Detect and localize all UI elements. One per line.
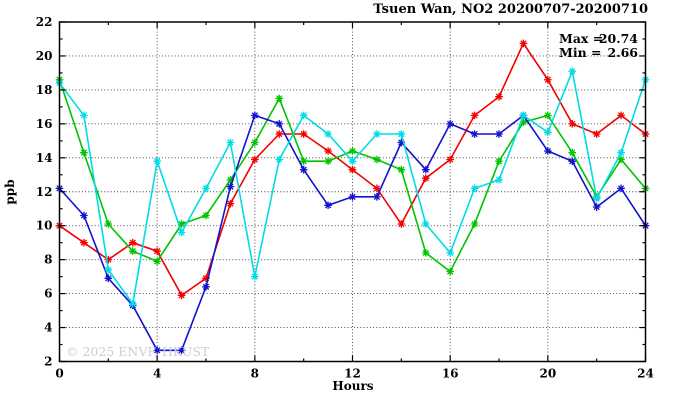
max-stat-label: Max = bbox=[559, 31, 603, 46]
x-tick-label: 24 bbox=[637, 367, 654, 381]
x-tick-label: 20 bbox=[539, 367, 556, 381]
x-tick-label: 0 bbox=[55, 367, 63, 381]
y-tick-label: 8 bbox=[44, 253, 52, 267]
y-tick-label: 6 bbox=[44, 287, 52, 301]
y-tick-label: 10 bbox=[36, 219, 53, 233]
y-tick-label: 12 bbox=[36, 185, 53, 199]
chart-title: Tsuen Wan, NO2 20200707-20200710 bbox=[373, 2, 648, 17]
x-tick-label: 16 bbox=[442, 367, 459, 381]
y-tick-label: 16 bbox=[36, 117, 53, 131]
y-tick-label: 2 bbox=[44, 355, 52, 369]
series-red-markers bbox=[55, 39, 650, 300]
max-stat-value: 20.74 bbox=[599, 31, 638, 46]
y-tick-label: 22 bbox=[36, 15, 53, 29]
y-tick-label: 14 bbox=[36, 151, 53, 165]
y-tick-label: 20 bbox=[36, 49, 53, 63]
data-series bbox=[55, 39, 650, 355]
y-tick-label: 18 bbox=[36, 83, 53, 97]
watermark: © 2025 ENVF, HKUST bbox=[66, 344, 210, 359]
axis-ticks bbox=[58, 21, 647, 363]
y-axis-label: ppb bbox=[3, 179, 17, 204]
series-red bbox=[55, 39, 650, 300]
y-tick-label: 4 bbox=[44, 321, 52, 335]
x-tick-label: 4 bbox=[153, 367, 161, 381]
x-axis-label: Hours bbox=[332, 379, 373, 393]
x-tick-label: 8 bbox=[251, 367, 259, 381]
min-stat-label: Min = bbox=[559, 45, 602, 60]
min-stat-value: 2.66 bbox=[608, 45, 639, 60]
grid-lines bbox=[59, 22, 646, 362]
x-tick-label: 12 bbox=[344, 367, 361, 381]
